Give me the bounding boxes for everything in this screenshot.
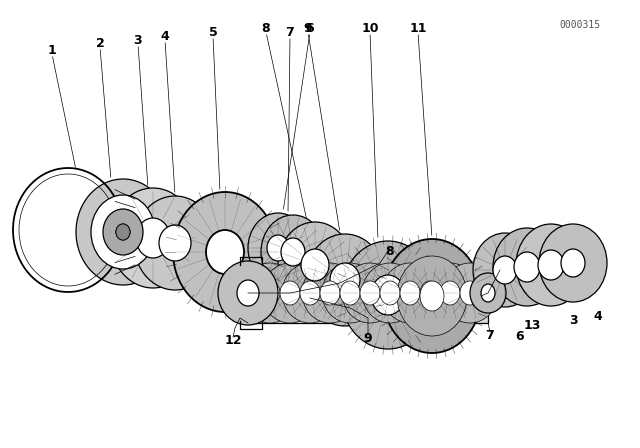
Ellipse shape (260, 281, 280, 305)
Ellipse shape (442, 263, 498, 323)
Text: 7: 7 (285, 26, 294, 39)
Ellipse shape (382, 263, 438, 323)
Text: 6: 6 (306, 22, 314, 34)
Text: 11: 11 (409, 22, 427, 34)
Ellipse shape (538, 250, 564, 280)
Ellipse shape (383, 239, 481, 353)
Ellipse shape (91, 195, 155, 269)
Ellipse shape (305, 234, 385, 326)
Ellipse shape (136, 218, 170, 258)
Ellipse shape (76, 179, 170, 285)
Ellipse shape (218, 261, 278, 325)
Ellipse shape (539, 224, 607, 302)
Text: 10: 10 (361, 22, 379, 34)
Ellipse shape (340, 281, 360, 305)
Ellipse shape (342, 263, 398, 323)
Ellipse shape (159, 225, 191, 261)
Ellipse shape (440, 281, 460, 305)
Text: 2: 2 (95, 36, 104, 49)
Ellipse shape (481, 284, 495, 302)
Ellipse shape (330, 263, 360, 297)
Ellipse shape (322, 263, 378, 323)
Ellipse shape (371, 275, 405, 315)
Ellipse shape (320, 281, 340, 305)
Ellipse shape (402, 263, 458, 323)
Ellipse shape (301, 249, 329, 281)
Ellipse shape (103, 209, 143, 255)
Ellipse shape (206, 230, 244, 274)
Ellipse shape (380, 281, 400, 305)
Ellipse shape (261, 215, 325, 289)
Ellipse shape (281, 238, 305, 266)
Ellipse shape (300, 281, 320, 305)
Ellipse shape (400, 281, 420, 305)
Ellipse shape (248, 213, 308, 283)
Ellipse shape (493, 228, 561, 306)
Text: 9: 9 (364, 332, 372, 345)
Ellipse shape (397, 256, 467, 336)
Ellipse shape (425, 286, 439, 306)
Text: 8: 8 (386, 245, 394, 258)
Ellipse shape (360, 281, 380, 305)
Bar (248, 263, 488, 323)
Ellipse shape (341, 241, 435, 349)
Ellipse shape (420, 281, 444, 311)
Text: 5: 5 (209, 26, 218, 39)
Ellipse shape (280, 281, 300, 305)
Text: 6: 6 (516, 329, 524, 343)
Ellipse shape (425, 286, 439, 306)
Ellipse shape (362, 263, 418, 323)
Text: 3: 3 (134, 34, 142, 47)
Text: 9: 9 (304, 22, 312, 34)
Text: 8: 8 (262, 22, 270, 34)
Text: 4: 4 (161, 30, 170, 43)
Text: 7: 7 (486, 328, 494, 341)
Ellipse shape (242, 263, 298, 323)
Ellipse shape (460, 281, 480, 305)
Ellipse shape (470, 273, 506, 313)
Text: 12: 12 (224, 333, 242, 346)
Ellipse shape (473, 233, 537, 307)
Text: 0000315: 0000315 (559, 20, 600, 30)
Ellipse shape (134, 196, 216, 290)
Text: 3: 3 (569, 314, 577, 327)
Ellipse shape (302, 263, 358, 323)
Ellipse shape (116, 224, 130, 240)
Ellipse shape (267, 235, 289, 261)
Text: 4: 4 (594, 310, 602, 323)
Ellipse shape (422, 263, 478, 323)
Ellipse shape (116, 224, 130, 240)
Ellipse shape (561, 249, 585, 277)
Ellipse shape (173, 192, 277, 312)
Text: 1: 1 (47, 43, 56, 56)
Ellipse shape (110, 188, 196, 288)
Ellipse shape (516, 224, 586, 306)
Ellipse shape (237, 280, 259, 306)
Ellipse shape (278, 222, 352, 308)
Ellipse shape (493, 256, 517, 284)
Ellipse shape (282, 263, 338, 323)
Text: 13: 13 (524, 319, 541, 332)
Ellipse shape (514, 252, 540, 282)
Ellipse shape (420, 281, 440, 305)
Ellipse shape (262, 263, 318, 323)
